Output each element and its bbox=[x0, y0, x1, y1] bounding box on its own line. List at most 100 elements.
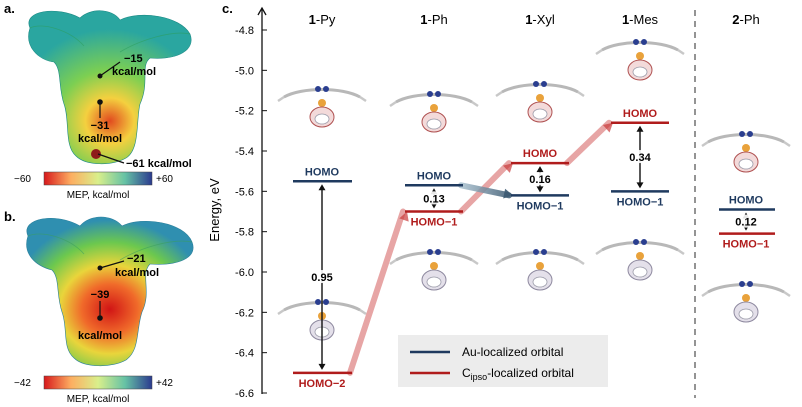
legend-label-cipso: Cipso-localized orbital bbox=[462, 366, 574, 382]
gap-value-bg bbox=[624, 150, 656, 164]
molecule-rendering bbox=[389, 91, 479, 133]
molecule-renderings bbox=[277, 39, 791, 341]
energy-level-label: HOMO bbox=[305, 166, 340, 178]
annotation-b-39-unit: kcal/mol bbox=[78, 330, 122, 342]
annotation-a-15-unit: kcal/mol bbox=[112, 66, 156, 78]
molecule-rendering bbox=[277, 86, 367, 128]
colorbar-a: −60 +60 MEP, kcal/mol bbox=[14, 171, 173, 201]
correlation-arrow bbox=[564, 119, 612, 167]
colorbar-b-min: −42 bbox=[14, 378, 31, 389]
gap-arrowhead-down bbox=[318, 363, 326, 370]
energy-level-label: HOMO−1 bbox=[723, 239, 770, 251]
gap-value-bg bbox=[418, 191, 450, 205]
colorbar-b-scale bbox=[43, 375, 153, 390]
mep-surface-b bbox=[26, 216, 194, 367]
correlation-arrowhead bbox=[399, 211, 409, 222]
column-header-2ph: 2-Ph bbox=[732, 12, 759, 27]
correlation-arrowhead bbox=[503, 163, 513, 173]
gap-arrowhead-up bbox=[636, 125, 644, 132]
column-header-1xyl: 1-Xyl bbox=[525, 12, 555, 27]
correlation-arrowhead bbox=[602, 122, 613, 133]
annotation-a-31: −31 kcal/mol bbox=[78, 99, 122, 145]
panel-c-label: c. bbox=[222, 1, 233, 16]
legend: Au-localized orbital Cipso-localized orb… bbox=[398, 335, 608, 387]
y-axis-arrowhead bbox=[257, 6, 267, 16]
energy-level-label: HOMO−1 bbox=[411, 217, 458, 229]
legend-box bbox=[398, 335, 608, 387]
panel-b: b. −21 kcal/mol −39 kcal/mol −42 +42 MEP… bbox=[4, 209, 194, 405]
annotation-b-39-value: −39 bbox=[91, 289, 110, 301]
energy-level-label: HOMO bbox=[729, 194, 764, 206]
molecule-rendering bbox=[595, 39, 685, 81]
gap-value-bg bbox=[730, 214, 762, 228]
legend-label-cipso-suffix: -localized orbital bbox=[487, 366, 574, 380]
energy-level-label: HOMO bbox=[623, 108, 658, 120]
colorbar-a-caption: MEP, kcal/mol bbox=[67, 190, 130, 201]
correlation-arrows bbox=[347, 119, 613, 376]
y-tick-label: -5.4 bbox=[235, 146, 254, 158]
energy-level-label: HOMO−1 bbox=[617, 196, 664, 208]
gap-value-1mes: 0.34 bbox=[629, 152, 651, 164]
legend-label-cipso-prefix: C bbox=[462, 366, 471, 380]
y-tick-label: -5.0 bbox=[235, 65, 254, 77]
gap-value-1xyl: 0.16 bbox=[529, 174, 550, 186]
y-tick-label: -6.6 bbox=[235, 388, 254, 400]
colorbar-a-min: −60 bbox=[14, 174, 31, 185]
colorbar-a-max: +60 bbox=[156, 174, 173, 185]
molecule-rendering bbox=[495, 249, 585, 291]
y-tick-label: -5.6 bbox=[235, 186, 254, 198]
gap-value-2ph: 0.12 bbox=[735, 217, 756, 229]
molecule-rendering bbox=[389, 249, 479, 291]
gap-value-1py: 0.95 bbox=[311, 272, 332, 284]
molecule-rendering bbox=[701, 131, 791, 173]
energy-levels: HOMO HOMO−2 0.95 HOMO HOMO−1 0.13 HOMO HOMO−1 0.… bbox=[293, 108, 775, 390]
correlation-arrow bbox=[347, 208, 406, 376]
molecule-rendering bbox=[495, 81, 585, 123]
annotation-a-15-value: −15 bbox=[124, 53, 143, 65]
molecule-rendering bbox=[595, 239, 685, 281]
gap-value-bg bbox=[306, 270, 338, 284]
energy-axis: -6.6 -6.4 -6.2 -6.0 -5.8 -5.6 -5.4 -5.2 -5.0 -4.8… bbox=[207, 6, 267, 400]
column-header-1py: 1-Py bbox=[309, 12, 336, 27]
legend-label-au: Au-localized orbital bbox=[462, 345, 563, 359]
annotation-a-61: −61 kcal/mol bbox=[97, 153, 192, 170]
panel-a: a. −15 kcal/mol −31 kcal/mol −61 kcal/mo… bbox=[4, 1, 192, 201]
y-tick-label: -6.2 bbox=[235, 307, 254, 319]
annotation-a-15: −15 kcal/mol bbox=[97, 53, 156, 79]
annotation-a-31-value: −31 bbox=[91, 120, 110, 132]
correlation-arrowhead bbox=[503, 188, 513, 199]
energy-level-label: HOMO bbox=[417, 170, 452, 182]
gap-arrowhead-down bbox=[536, 186, 544, 193]
legend-label-cipso-sub: ipso bbox=[471, 372, 488, 382]
gap-arrowhead-up bbox=[318, 184, 326, 191]
molecule-rendering bbox=[701, 281, 791, 323]
gap-value-bg bbox=[524, 172, 556, 186]
annotation-b-21-unit: kcal/mol bbox=[115, 267, 159, 279]
energy-level-label: HOMO−1 bbox=[517, 200, 564, 212]
energy-level-label: HOMO bbox=[523, 148, 558, 160]
annotation-b-21: −21 kcal/mol bbox=[97, 253, 159, 279]
y-axis-label: Energy, eV bbox=[207, 178, 222, 242]
colorbar-a-scale bbox=[43, 171, 153, 186]
panel-a-label: a. bbox=[4, 1, 15, 16]
y-tick-label: -5.8 bbox=[235, 227, 254, 239]
gap-arrowhead-down bbox=[636, 182, 644, 189]
annotation-a-61-label: −61 kcal/mol bbox=[126, 158, 192, 170]
mep-surface-a bbox=[28, 10, 192, 165]
y-tick-label: -5.2 bbox=[235, 106, 254, 118]
gap-arrowhead-up bbox=[536, 166, 544, 173]
y-tick-label: -6.0 bbox=[235, 267, 254, 279]
correlation-arrow bbox=[458, 182, 512, 199]
colorbar-b-caption: MEP, kcal/mol bbox=[67, 394, 130, 405]
gap-value-1ph: 0.13 bbox=[423, 193, 444, 205]
annotation-b-21-value: −21 bbox=[127, 253, 146, 265]
column-header-1ph: 1-Ph bbox=[420, 12, 447, 27]
energy-level-label: HOMO−2 bbox=[299, 378, 346, 390]
colorbar-b: −42 +42 MEP, kcal/mol bbox=[14, 375, 173, 405]
panel-b-label: b. bbox=[4, 209, 16, 224]
colorbar-b-max: +42 bbox=[156, 378, 173, 389]
column-headers: 1-Py 1-Ph 1-Xyl 1-Mes 2-Ph bbox=[309, 12, 760, 27]
y-tick-label: -6.4 bbox=[235, 348, 254, 360]
